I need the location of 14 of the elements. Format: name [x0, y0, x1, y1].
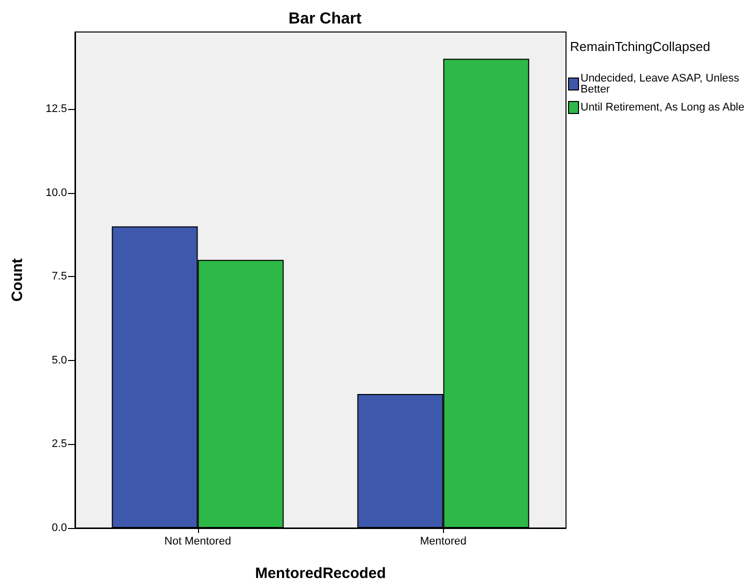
y-tick-label: 12.5: [46, 103, 67, 116]
y-tick-label: 10.0: [46, 186, 67, 199]
y-tick-label: 5.0: [52, 354, 67, 366]
legend-title: RemainTchingCollapsed: [570, 39, 710, 54]
legend-label: Undecided, Leave ASAP, Unless Better: [580, 72, 742, 96]
x-axis-title: MentoredRecoded: [255, 565, 386, 582]
y-tick-label: 2.5: [52, 438, 67, 450]
y-tick-label: 0.0: [52, 522, 67, 534]
x-tick-label: Not Mentored: [164, 536, 232, 548]
y-tick-label: 7.5: [52, 270, 67, 283]
x-tick-label: Mentored: [420, 536, 466, 548]
chart-title: Bar Chart: [288, 10, 362, 28]
y-axis-title: Count: [9, 258, 26, 302]
legend-label: Until Retirement, As Long as Able: [580, 102, 744, 114]
